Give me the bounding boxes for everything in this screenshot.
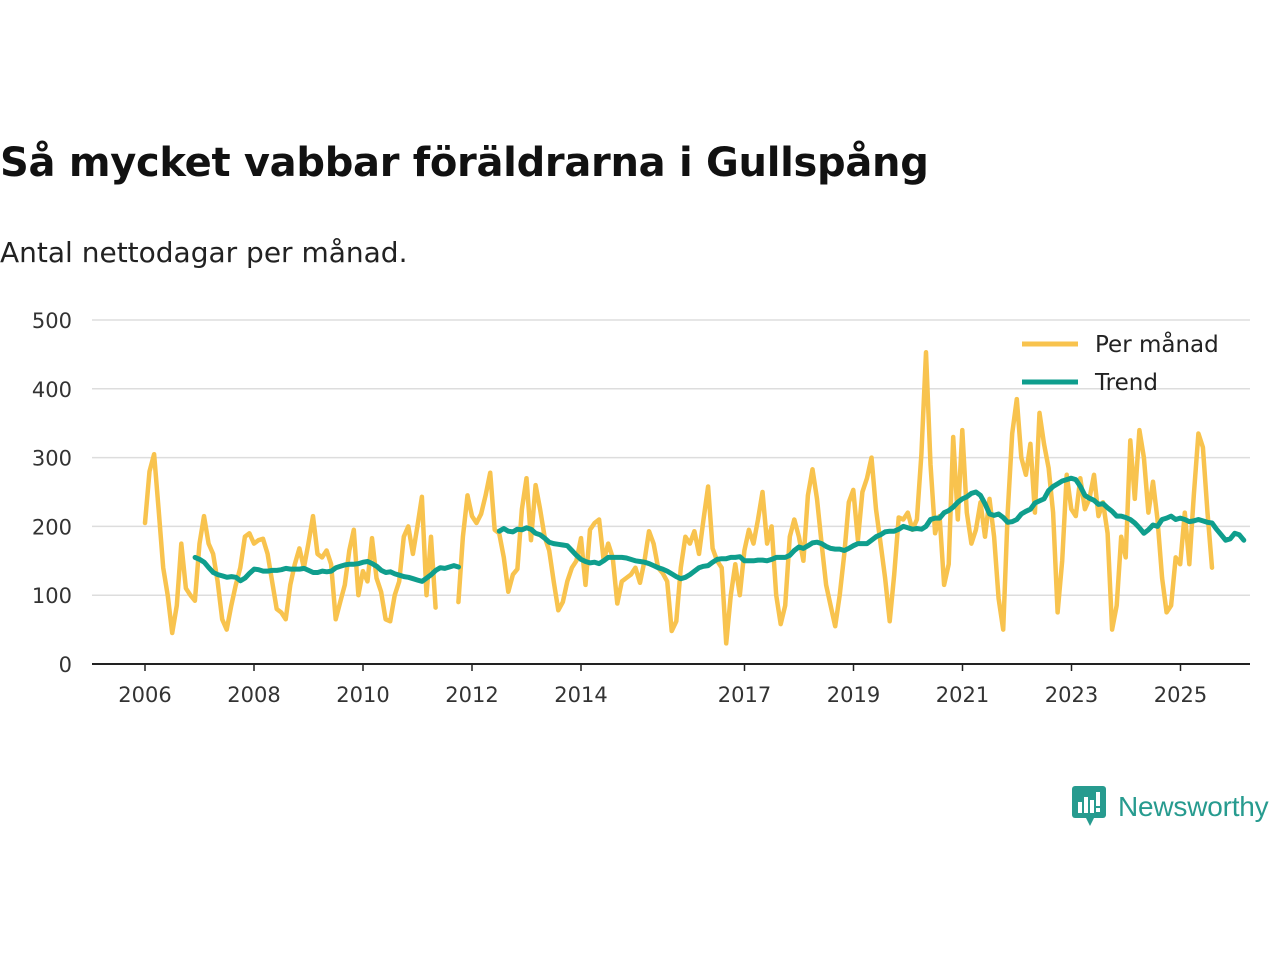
y-axis-tick-labels: 0 100 200 300 400 500	[32, 309, 72, 677]
x-tick-label-2008: 2008	[227, 683, 280, 707]
newsworthy-brand: Newsworthy	[1072, 786, 1269, 828]
series-line-trend-segment-1	[496, 475, 1247, 582]
line-chart: 0 100 200 300 400 500 2006 2008 2010 2012 2014 201…	[32, 309, 1250, 707]
series-line-per-manad-segment-0	[142, 451, 438, 636]
y-tick-label-400: 400	[32, 378, 72, 402]
brand-name: Newsworthy	[1118, 791, 1269, 822]
legend-label-per-manad: Per månad	[1095, 330, 1219, 358]
x-tick-label-2023: 2023	[1045, 683, 1098, 707]
series-line-per-manad-segment-1	[456, 350, 1215, 646]
series-line-trend-segment-0	[192, 554, 461, 584]
chart-title: Så mycket vabbar föräldrarna i Gullspång	[0, 140, 929, 186]
x-tick-label-2014: 2014	[554, 683, 607, 707]
y-tick-label-300: 300	[32, 447, 72, 471]
y-tick-label-100: 100	[32, 584, 72, 608]
y-tick-label-0: 0	[59, 653, 72, 677]
series-lines	[142, 350, 1247, 646]
x-tick-label-2025: 2025	[1154, 683, 1207, 707]
x-tick-label-2019: 2019	[827, 683, 880, 707]
legend-label-trend: Trend	[1094, 370, 1158, 396]
chart-subtitle: Antal nettodagar per månad.	[0, 236, 408, 269]
newsworthy-logo-icon	[1072, 786, 1106, 826]
x-tick-label-2006: 2006	[118, 683, 171, 707]
x-axis-tick-labels: 2006 2008 2010 2012 2014 2017 2019 2021 2023 2025	[118, 664, 1207, 707]
x-tick-label-2010: 2010	[336, 683, 389, 707]
y-tick-label-200: 200	[32, 515, 72, 539]
x-tick-label-2012: 2012	[445, 683, 498, 707]
y-tick-label-500: 500	[32, 309, 72, 333]
chart-legend: Per månad Trend	[1022, 330, 1219, 396]
x-tick-label-2021: 2021	[936, 683, 989, 707]
x-tick-label-2017: 2017	[718, 683, 771, 707]
